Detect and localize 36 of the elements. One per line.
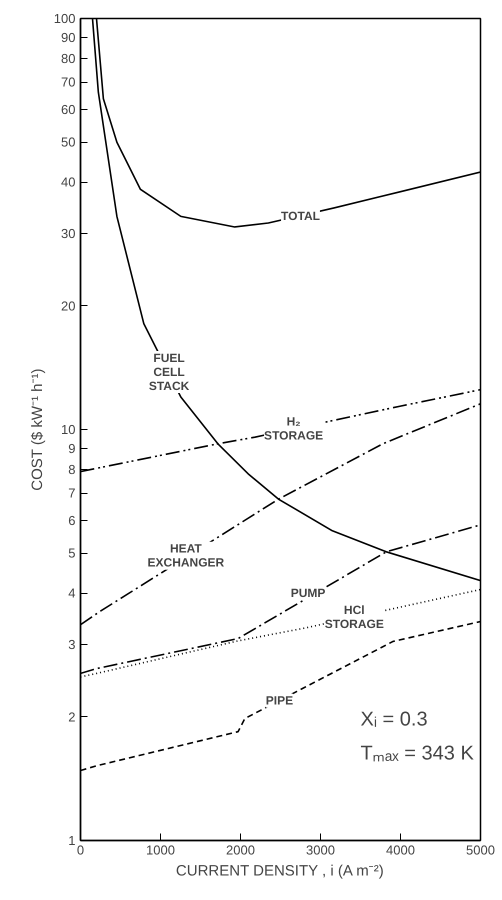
y-tick-label: 30 [61,226,76,241]
y-tick-label: 60 [61,102,76,118]
annotation: HEAT EXCHANGER [148,542,225,570]
y-tick-label: 4 [68,586,76,601]
x-tick-label: 4000 [386,842,415,858]
x-tick-label: 3000 [306,842,335,858]
y-axis-title: COST ($ kW⁻¹ h⁻¹) [28,368,46,491]
y-tick-label: 3 [68,636,76,652]
y-tick-label: 1 [68,833,76,848]
y-tick-label: 40 [61,174,76,190]
annotation: H₂ STORAGE [264,414,324,442]
y-tick-label: 80 [61,50,76,66]
annotation: FUEL CELL STACK [148,351,190,394]
x-tick-label: 1000 [146,842,175,858]
y-tick-label: 50 [61,134,76,150]
x-tick-label: 5000 [466,842,495,858]
annotation: Tₘₐₓ = 343 K [360,742,474,764]
annotation: PIPE [266,694,294,708]
y-tick-label: 100 [54,11,76,26]
annotation: PUMP [290,586,326,600]
y-tick-label: 10 [61,422,76,437]
x-tick-label: 0 [76,842,84,858]
y-tick-label: 6 [68,513,76,528]
annotation: HCl STORAGE [324,602,384,631]
x-axis-title: CURRENT DENSITY , i (A m⁻²) [176,862,384,880]
y-tick-label: 90 [61,30,76,45]
y-tick-label: 2 [68,709,76,724]
y-tick-label: 8 [68,462,76,477]
y-tick-label: 20 [61,298,76,314]
annotation: Xᵢ = 0.3 [360,708,428,730]
x-tick-label: 2000 [226,842,255,858]
annotation: TOTAL [281,208,320,223]
y-tick-label: 9 [68,440,76,456]
y-tick-label: 70 [61,74,76,90]
y-tick-label: 7 [68,486,76,501]
y-tick-label: 5 [68,546,76,561]
